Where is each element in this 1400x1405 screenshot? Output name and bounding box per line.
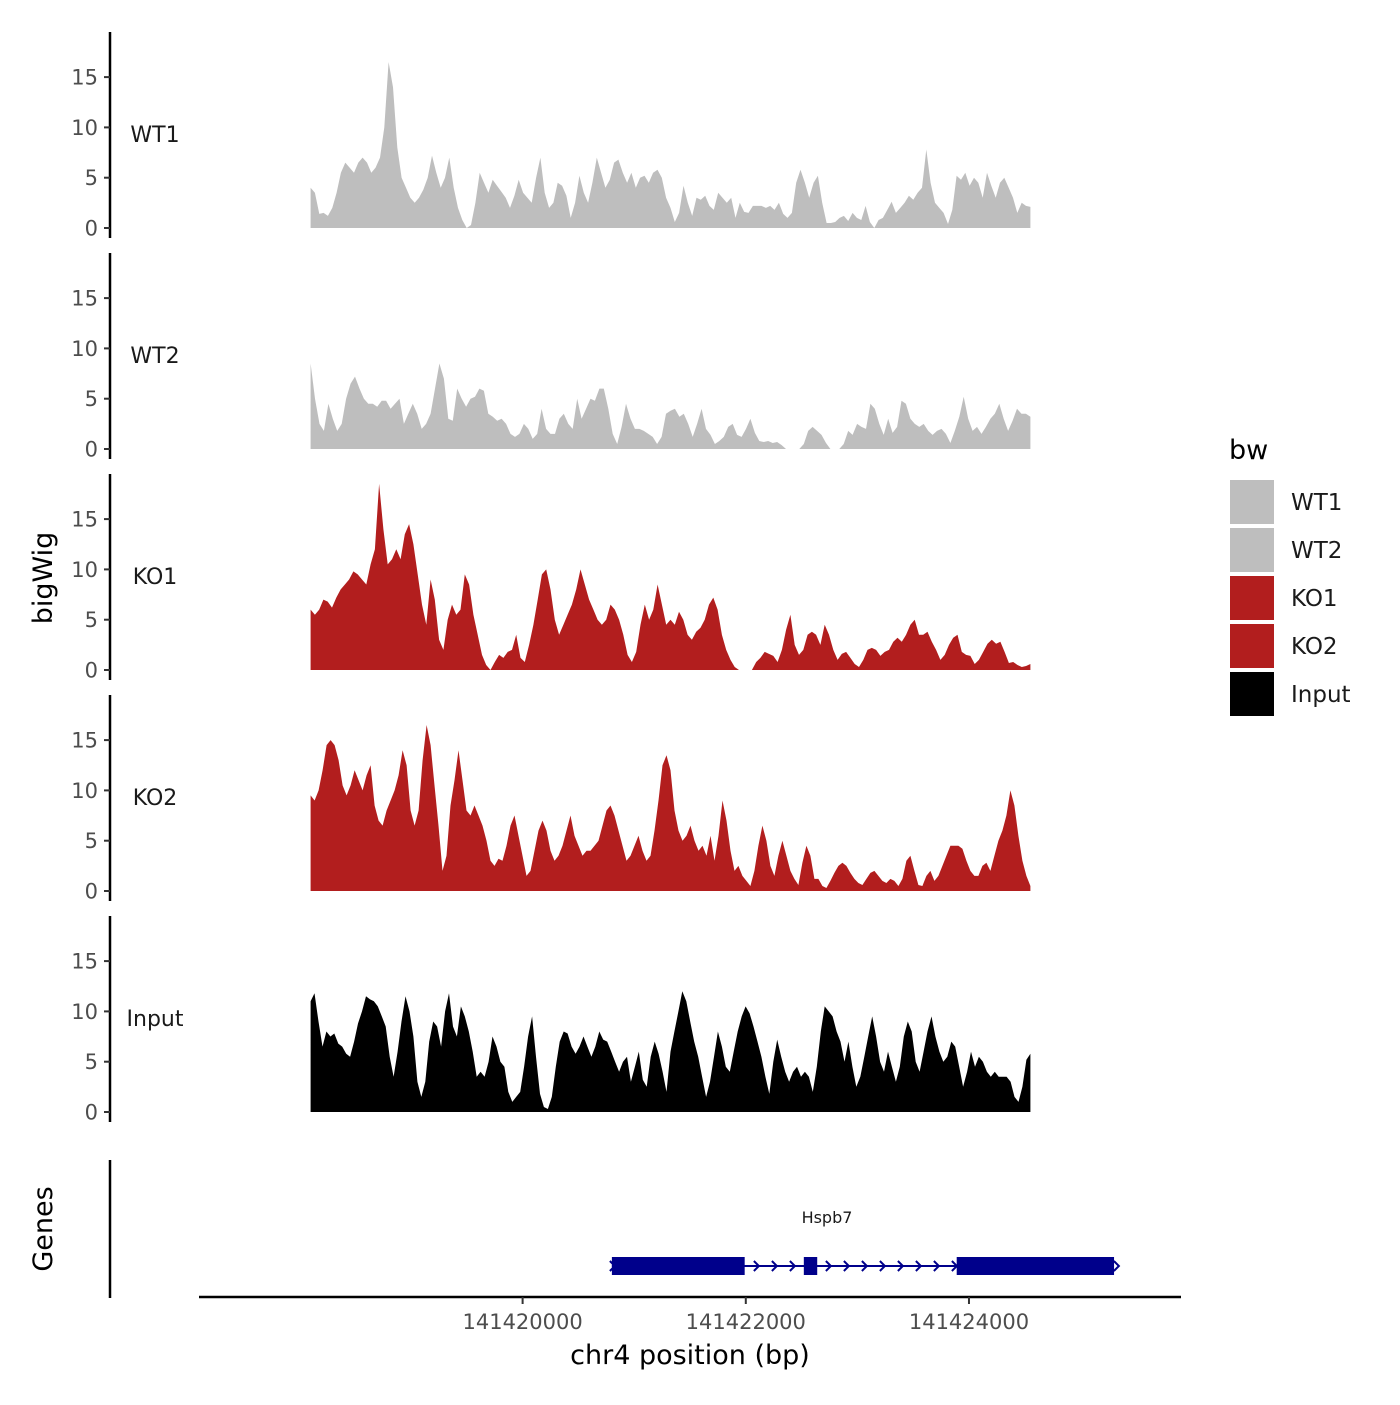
y-tick-label: 5 bbox=[85, 1050, 98, 1074]
genes-axis-title: Genes bbox=[28, 1186, 59, 1271]
x-tick-label: 141420000 bbox=[462, 1310, 582, 1334]
y-tick-label: 5 bbox=[85, 608, 98, 632]
y-tick-label: 10 bbox=[71, 1000, 98, 1024]
y-axis-title: bigWig bbox=[28, 532, 59, 625]
y-tick-label: 10 bbox=[71, 337, 98, 361]
x-axis: 141420000 141422000 141424000 bbox=[199, 1295, 1181, 1334]
track-ko2: 0 5 10 15 KO2 bbox=[71, 695, 1031, 904]
track-label: Input bbox=[127, 1007, 184, 1032]
strand-arrow bbox=[915, 1260, 923, 1272]
strand-arrow bbox=[879, 1260, 887, 1272]
y-tick-label: 5 bbox=[85, 829, 98, 853]
y-tick-label: 15 bbox=[71, 729, 98, 753]
y-tick-label: 0 bbox=[85, 880, 98, 904]
track-label: KO1 bbox=[133, 565, 178, 590]
strand-arrow bbox=[843, 1260, 851, 1272]
coverage-tracks: 0 5 10 15 WT1 0 5 10 15 WT2 0 5 10 15 KO1 0 5 10 15 KO2 0 5 10… bbox=[71, 32, 1031, 1125]
area-wt1 bbox=[310, 62, 1031, 228]
track-label: WT2 bbox=[130, 344, 179, 369]
strand-arrow bbox=[771, 1260, 779, 1272]
track-wt2: 0 5 10 15 WT2 bbox=[71, 253, 1031, 462]
legend-swatch bbox=[1230, 528, 1274, 572]
legend-swatch bbox=[1230, 624, 1274, 668]
area-wt2 bbox=[310, 363, 1031, 449]
strand-arrow bbox=[825, 1260, 833, 1272]
y-tick-label: 15 bbox=[71, 66, 98, 90]
legend: bw WT1 WT2 KO1 KO2 Input bbox=[1229, 435, 1351, 716]
x-tick-label: 141422000 bbox=[686, 1310, 806, 1334]
y-tick-label: 5 bbox=[85, 387, 98, 411]
gene-exon bbox=[803, 1257, 818, 1275]
gene-exon bbox=[611, 1257, 745, 1275]
legend-swatch bbox=[1230, 576, 1274, 620]
y-tick-label: 10 bbox=[71, 558, 98, 582]
y-tick-label: 15 bbox=[71, 508, 98, 532]
legend-label: KO1 bbox=[1291, 586, 1338, 612]
y-tick-label: 0 bbox=[85, 217, 98, 241]
legend-title: bw bbox=[1229, 435, 1268, 466]
track-ko1: 0 5 10 15 KO1 bbox=[71, 474, 1031, 683]
strand-arrow bbox=[933, 1260, 941, 1272]
y-tick-label: 0 bbox=[85, 438, 98, 462]
track-label: WT1 bbox=[130, 123, 179, 148]
y-tick-label: 10 bbox=[71, 116, 98, 140]
legend-label: KO2 bbox=[1291, 634, 1338, 660]
gene-track: Hspb7 bbox=[108, 1160, 1121, 1298]
gene-name-label: Hspb7 bbox=[802, 1208, 853, 1227]
strand-arrow bbox=[789, 1260, 797, 1272]
legend-label: Input bbox=[1291, 682, 1351, 708]
y-tick-label: 10 bbox=[71, 779, 98, 803]
strand-arrow bbox=[897, 1260, 905, 1272]
legend-label: WT2 bbox=[1291, 538, 1342, 564]
track-wt1: 0 5 10 15 WT1 bbox=[71, 32, 1031, 241]
x-tick-label: 141424000 bbox=[909, 1310, 1029, 1334]
legend-swatch bbox=[1230, 672, 1274, 716]
area-input bbox=[310, 991, 1031, 1112]
strand-arrow bbox=[1113, 1260, 1121, 1272]
area-ko1 bbox=[310, 483, 1031, 670]
y-tick-label: 5 bbox=[85, 166, 98, 190]
legend-swatch bbox=[1230, 480, 1274, 524]
y-tick-label: 15 bbox=[71, 950, 98, 974]
track-input: 0 5 10 15 Input bbox=[71, 916, 1031, 1125]
area-ko2 bbox=[310, 725, 1031, 891]
legend-label: WT1 bbox=[1291, 490, 1342, 516]
strand-arrow bbox=[861, 1260, 869, 1272]
y-tick-label: 0 bbox=[85, 1101, 98, 1125]
y-tick-label: 0 bbox=[85, 659, 98, 683]
track-label: KO2 bbox=[133, 786, 178, 811]
x-axis-title: chr4 position (bp) bbox=[570, 1340, 810, 1371]
gene-exon bbox=[956, 1257, 1115, 1275]
y-tick-label: 15 bbox=[71, 287, 98, 311]
strand-arrow bbox=[753, 1260, 761, 1272]
